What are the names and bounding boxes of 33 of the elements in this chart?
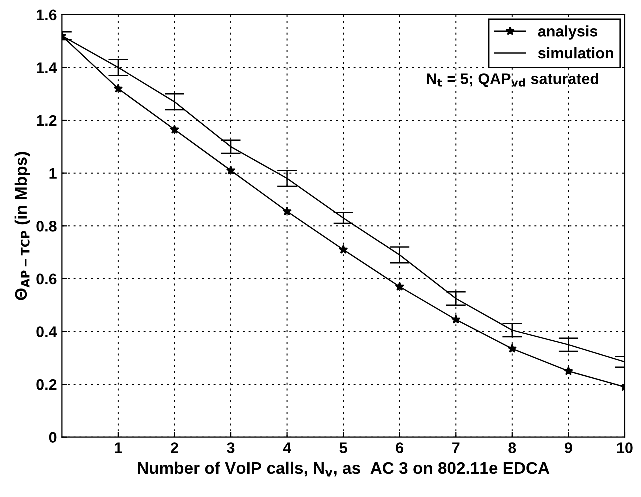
legend-label: analysis xyxy=(538,26,598,40)
x-tick-label: 3 xyxy=(227,442,235,454)
point xyxy=(114,84,124,93)
y-tick-label: 0.4 xyxy=(36,326,58,338)
y-tick-label: 1 xyxy=(50,168,57,179)
point xyxy=(170,124,180,134)
y-axis-title: Θ$_{AP−TCP}$ (in Mbps) xyxy=(14,152,30,300)
point xyxy=(451,315,461,324)
point xyxy=(338,245,348,254)
point xyxy=(508,344,518,353)
x-tick-label: 10 xyxy=(617,442,633,454)
x-tick-label: 8 xyxy=(508,442,516,454)
annotation: N$_{t}$ = 5; QAP$_{vd}$ saturated xyxy=(427,73,599,88)
y-tick-label: 1.6 xyxy=(37,10,57,21)
point xyxy=(226,166,236,175)
x-tick-label: 1 xyxy=(115,442,122,454)
point xyxy=(564,366,574,376)
x-tick-label: 4 xyxy=(283,442,292,454)
x-tick-label: 5 xyxy=(340,442,348,454)
legend-label: simulation xyxy=(538,47,614,59)
y-tick-label: 1.4 xyxy=(37,62,58,74)
point xyxy=(395,282,405,291)
point xyxy=(282,206,292,216)
x-tick-label: 7 xyxy=(452,442,460,454)
y-tick-label: 1.2 xyxy=(37,115,57,126)
x-axis-title: Number of VoIP calls, N$_{v}$, as AC 3 on 802.11e EDCA xyxy=(138,462,550,477)
x-tick-label: 6 xyxy=(396,442,404,454)
x-tick-label: 9 xyxy=(564,442,572,454)
y-tick-label: 0 xyxy=(49,432,57,444)
y-tick-label: 0.8 xyxy=(36,221,57,232)
y-tick-label: 0.2 xyxy=(36,379,57,390)
y-tick-label: 0.6 xyxy=(36,274,57,285)
x-tick-label: 2 xyxy=(171,442,178,454)
